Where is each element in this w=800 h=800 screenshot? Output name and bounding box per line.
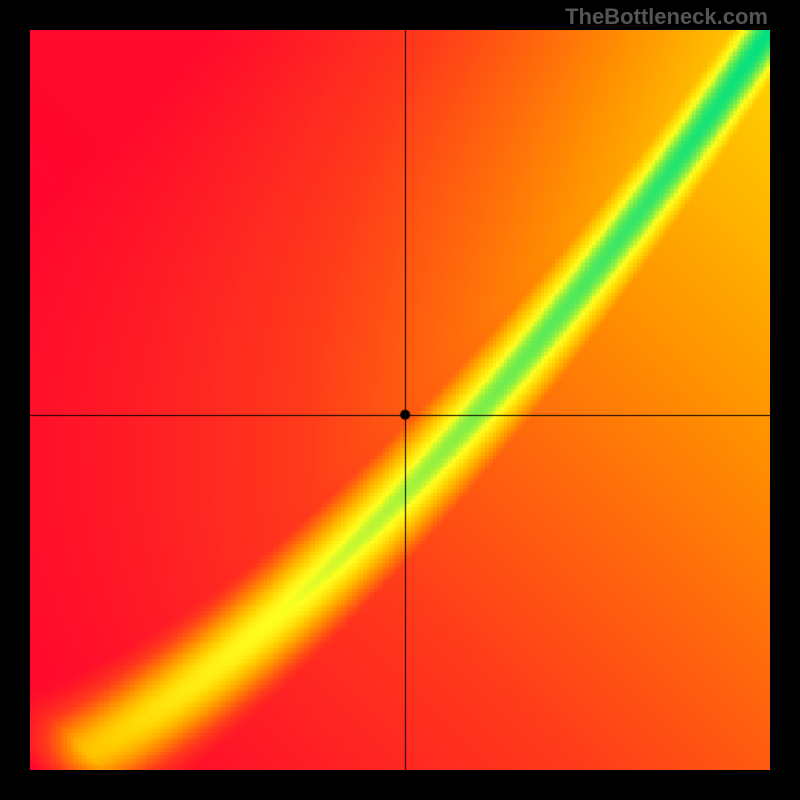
chart-container: TheBottleneck.com <box>0 0 800 800</box>
crosshair-overlay <box>30 30 770 770</box>
attribution-label: TheBottleneck.com <box>565 4 768 30</box>
